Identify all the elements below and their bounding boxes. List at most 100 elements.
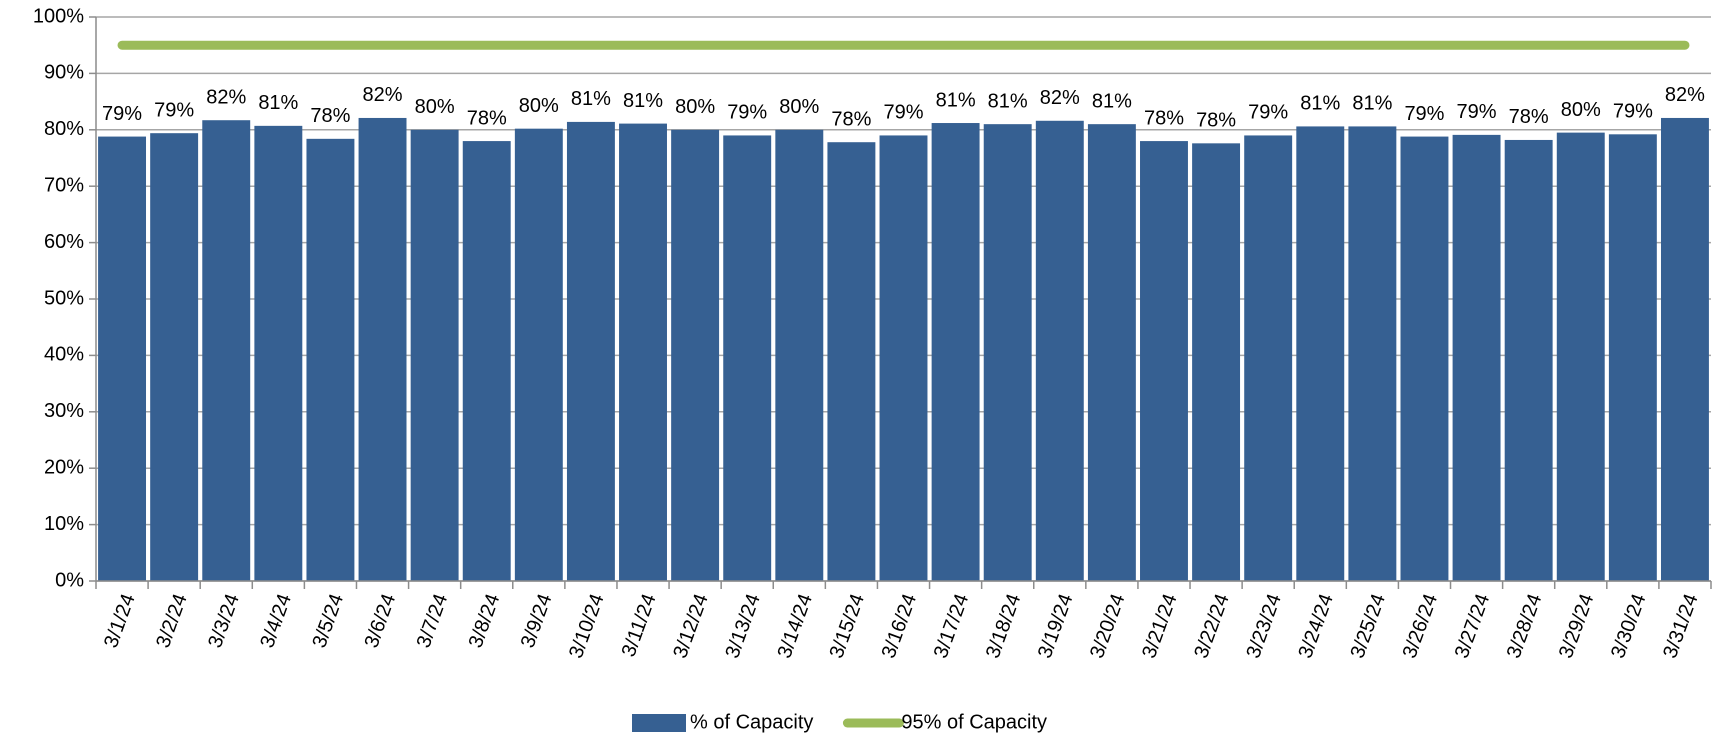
x-tick-label: 3/27/24	[1451, 591, 1494, 661]
x-tick-label: 3/14/24	[773, 591, 816, 661]
x-tick-label: 3/9/24	[517, 591, 557, 651]
data-label: 78%	[1509, 106, 1549, 128]
data-label: 78%	[831, 108, 871, 130]
bar	[1608, 134, 1657, 581]
bar	[254, 125, 303, 582]
data-label: 79%	[883, 102, 923, 124]
data-label: 79%	[154, 99, 194, 121]
y-tick-label: 100%	[33, 5, 84, 27]
data-label: 78%	[310, 105, 350, 127]
bar	[1140, 141, 1188, 581]
y-tick-label: 50%	[44, 287, 84, 309]
x-tick-label: 3/31/24	[1659, 591, 1702, 661]
x-tick-label: 3/11/24	[618, 591, 661, 660]
x-tick-label: 3/5/24	[308, 591, 348, 651]
x-tick-label: 3/1/24	[100, 591, 140, 651]
data-label: 82%	[1040, 87, 1080, 109]
data-label: 80%	[415, 96, 455, 118]
bar	[462, 141, 511, 581]
x-tick-label: 3/10/24	[565, 591, 608, 661]
y-tick-label: 40%	[44, 344, 84, 366]
data-label: 81%	[1300, 93, 1340, 115]
x-tick-label: 3/17/24	[930, 591, 973, 661]
x-tick-label: 3/12/24	[669, 591, 712, 661]
bar	[1296, 126, 1345, 581]
bar	[202, 120, 251, 581]
data-label: 81%	[936, 89, 976, 111]
bar	[619, 123, 667, 581]
bar	[1087, 124, 1136, 581]
bar	[1400, 136, 1449, 581]
y-tick-label: 80%	[44, 118, 84, 140]
data-label: 82%	[206, 86, 246, 108]
data-label: 82%	[1665, 84, 1705, 106]
data-label: 79%	[727, 102, 767, 124]
bar	[1192, 143, 1241, 581]
data-label: 80%	[779, 96, 819, 118]
bar	[1660, 117, 1709, 582]
data-label: 79%	[1457, 101, 1497, 123]
bar	[827, 142, 876, 581]
bar	[931, 123, 980, 582]
data-label: 81%	[571, 88, 611, 110]
x-tick-label: 3/24/24	[1294, 591, 1337, 661]
y-tick-label: 60%	[44, 231, 84, 253]
data-label: 81%	[988, 90, 1028, 112]
bar	[1556, 132, 1605, 581]
bar	[1244, 135, 1293, 581]
x-tick-label: 3/16/24	[878, 591, 921, 661]
data-label: 81%	[1352, 93, 1392, 115]
bar	[1348, 126, 1397, 581]
bar	[514, 128, 563, 581]
bar	[566, 121, 615, 582]
x-tick-label: 3/30/24	[1607, 591, 1650, 661]
data-label: 81%	[623, 90, 663, 112]
x-tick-label: 3/20/24	[1086, 591, 1129, 661]
bar	[671, 129, 720, 582]
x-tick-label: 3/7/24	[413, 591, 453, 651]
bar	[983, 124, 1032, 581]
data-label: 79%	[1613, 101, 1653, 123]
bar	[358, 117, 407, 582]
bar	[1452, 134, 1501, 581]
bar	[1035, 120, 1084, 581]
legend-label: % of Capacity	[690, 711, 813, 733]
bar	[723, 135, 772, 581]
data-label: 80%	[1561, 99, 1601, 121]
data-label: 78%	[1196, 110, 1236, 132]
x-tick-label: 3/15/24	[826, 591, 869, 661]
bar	[98, 136, 147, 581]
x-tick-label: 3/23/24	[1242, 591, 1285, 661]
legend-label: 95% of Capacity	[901, 711, 1047, 733]
data-label: 79%	[102, 103, 142, 125]
x-tick-label: 3/3/24	[204, 591, 244, 651]
data-label: 80%	[675, 96, 715, 118]
x-tick-label: 3/28/24	[1503, 591, 1546, 661]
y-tick-label: 10%	[44, 513, 84, 535]
x-tick-label: 3/18/24	[982, 591, 1025, 661]
bar	[150, 133, 199, 581]
y-tick-label: 0%	[55, 569, 84, 591]
x-tick-label: 3/29/24	[1555, 591, 1598, 661]
legend-swatch	[632, 714, 686, 732]
data-label: 78%	[1144, 107, 1184, 129]
data-label: 81%	[258, 92, 298, 114]
x-tick-label: 3/6/24	[361, 591, 401, 651]
x-tick-label: 3/19/24	[1034, 591, 1077, 661]
x-tick-label: 3/21/24	[1138, 591, 1181, 661]
bar	[1504, 139, 1553, 581]
bar	[410, 129, 459, 582]
data-label: 79%	[1404, 103, 1444, 125]
x-tick-label: 3/8/24	[465, 591, 505, 651]
x-tick-label: 3/13/24	[721, 591, 764, 661]
x-tick-label: 3/4/24	[256, 591, 296, 651]
y-tick-label: 20%	[44, 456, 84, 478]
data-label: 81%	[1092, 90, 1132, 112]
bar	[775, 129, 824, 582]
x-tick-label: 3/2/24	[152, 591, 192, 651]
data-label: 78%	[467, 107, 507, 129]
x-tick-label: 3/22/24	[1190, 591, 1233, 661]
x-tick-label: 3/25/24	[1347, 591, 1390, 661]
bar	[306, 138, 355, 581]
